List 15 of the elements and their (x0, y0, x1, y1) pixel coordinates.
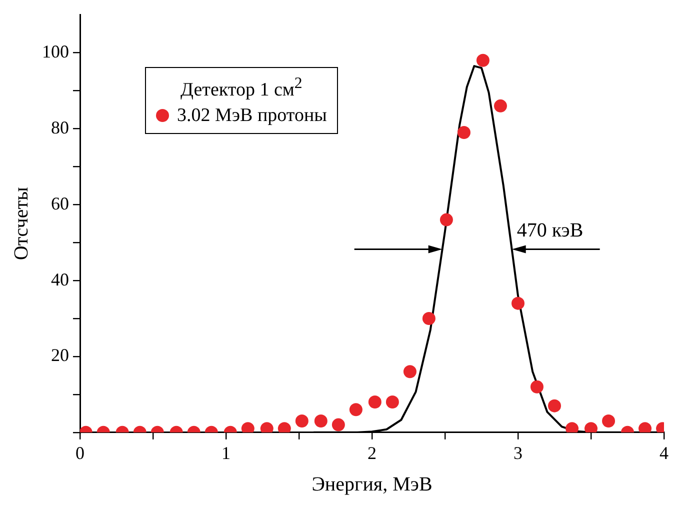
y-axis-title: Отсчеты (10, 187, 32, 260)
y-tick-label: 100 (42, 42, 69, 62)
y-tick-label: 20 (51, 345, 69, 366)
annotation: 470 кэВ (516, 219, 584, 242)
x-tick-label: 4 (660, 442, 668, 463)
y-tick-label: 40 (51, 269, 69, 290)
x-tick-label: 3 (514, 442, 522, 463)
x-tick-label: 0 (76, 442, 84, 463)
legend-label: 3.02 МэВ протоны (176, 104, 327, 128)
x-tick-label: 2 (368, 442, 376, 463)
y-tick-label: 80 (51, 117, 69, 138)
y-tick-label: 60 (51, 193, 69, 214)
legend-title: Детектор 1 см$^{2}$ (180, 74, 304, 102)
x-axis-title: Энергия, МэВ (312, 473, 432, 496)
x-tick-label: 1 (222, 442, 230, 463)
